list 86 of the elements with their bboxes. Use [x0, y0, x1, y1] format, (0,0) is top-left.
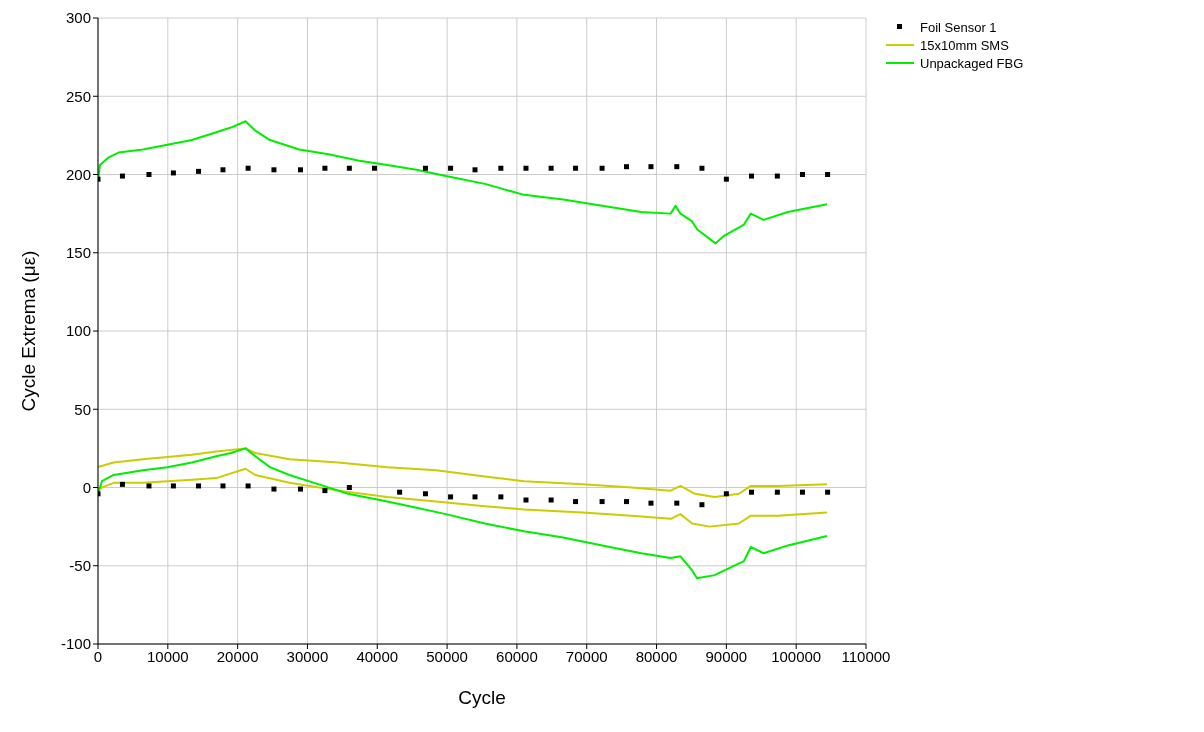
- point: [245, 483, 251, 489]
- x-tick-label: 20000: [216, 647, 259, 665]
- line-series: [98, 467, 828, 528]
- line-series: [98, 447, 828, 498]
- x-tick-label: 60000: [496, 647, 538, 665]
- point: [146, 172, 152, 177]
- point: [472, 167, 478, 173]
- point: [825, 489, 831, 495]
- point: [548, 165, 554, 171]
- point: [624, 164, 630, 170]
- y-tick-label: 250: [65, 87, 91, 105]
- point: [271, 486, 277, 492]
- point: [548, 497, 554, 503]
- point: [170, 483, 176, 489]
- y-tick-label: 200: [65, 165, 91, 183]
- x-tick-label: 30000: [286, 647, 329, 665]
- point: [599, 165, 605, 171]
- point: [624, 499, 630, 505]
- point: [723, 176, 729, 182]
- x-tick-label: 70000: [565, 647, 608, 665]
- point: [271, 167, 277, 173]
- legend-label: Unpackaged FBG: [920, 55, 1024, 71]
- point: [799, 172, 805, 177]
- point: [220, 167, 226, 173]
- point: [422, 165, 428, 171]
- y-axis-title: Cycle Extrema (με): [17, 250, 39, 412]
- point: [674, 164, 680, 170]
- x-tick-label: 40000: [356, 647, 399, 665]
- point: [146, 483, 152, 489]
- point: [196, 483, 202, 489]
- y-tick-label: 150: [65, 244, 91, 262]
- point: [699, 502, 705, 508]
- point: [297, 167, 303, 173]
- y-tick-label: 100: [65, 322, 91, 340]
- point: [573, 165, 579, 171]
- point: [498, 165, 504, 171]
- point: [448, 165, 454, 171]
- point: [825, 172, 831, 177]
- point: [749, 489, 754, 495]
- x-tick-label: 80000: [635, 647, 678, 665]
- point: [498, 494, 504, 500]
- point: [220, 483, 226, 489]
- point: [119, 481, 125, 487]
- point: [648, 500, 654, 506]
- point: [774, 489, 780, 495]
- point: [523, 165, 529, 171]
- point: [371, 165, 377, 171]
- point: [699, 165, 705, 171]
- point: [472, 494, 478, 500]
- x-tick-label: 100000: [771, 647, 822, 665]
- line-series: [98, 447, 828, 580]
- x-tick-label: 90000: [705, 647, 748, 665]
- line-series: [98, 120, 828, 245]
- point: [297, 486, 303, 492]
- legend-label: Foil Sensor 1: [920, 19, 997, 35]
- y-tick-label: -50: [69, 557, 91, 575]
- point: [397, 489, 403, 495]
- point: [674, 500, 680, 506]
- point: [573, 499, 579, 505]
- point: [448, 494, 454, 500]
- y-tick-label: 50: [74, 400, 91, 418]
- point: [346, 165, 352, 171]
- x-tick-label: 0: [93, 647, 103, 665]
- x-tick-label: 110000: [841, 647, 891, 665]
- point: [119, 173, 125, 179]
- point: [245, 165, 251, 171]
- point: [648, 164, 654, 170]
- point: [322, 165, 328, 171]
- point: [422, 491, 428, 497]
- x-tick-label: 50000: [426, 647, 468, 665]
- y-tick-label: -100: [60, 635, 91, 653]
- point: [799, 489, 805, 495]
- legend-label: 15x10mm SMS: [920, 37, 1009, 53]
- point: [322, 488, 328, 494]
- x-tick-label: 10000: [146, 647, 189, 665]
- point: [196, 168, 202, 174]
- point: [774, 173, 780, 179]
- y-tick-label: 0: [82, 478, 91, 496]
- point: [170, 170, 176, 176]
- point: [599, 499, 605, 505]
- point: [749, 173, 754, 179]
- point: [346, 485, 352, 490]
- point: [523, 497, 529, 503]
- x-axis-title: Cycle: [458, 687, 506, 708]
- point: [723, 491, 729, 497]
- y-tick-label: 300: [65, 9, 91, 27]
